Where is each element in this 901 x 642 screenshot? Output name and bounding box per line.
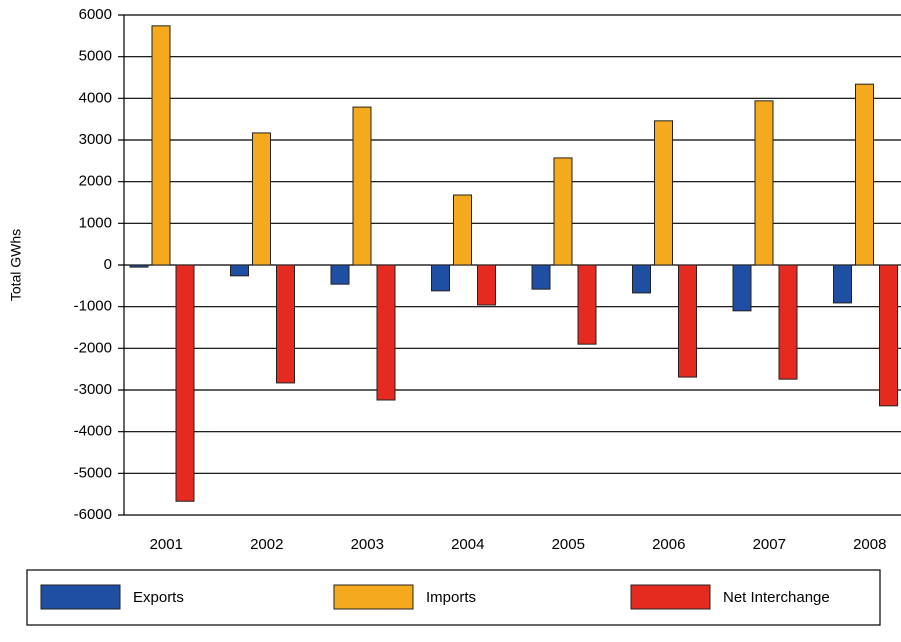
bar: [732, 264, 752, 312]
bar: [453, 194, 472, 266]
x-tick-label: 2001: [150, 536, 183, 553]
legend-label: Exports: [133, 589, 184, 606]
y-tick-label: -2000: [74, 339, 112, 356]
bar: [632, 264, 651, 294]
bar: [376, 264, 396, 401]
bar: [754, 100, 774, 266]
bar: [477, 264, 496, 306]
bar: [352, 106, 372, 266]
y-tick-label: -5000: [74, 464, 112, 481]
bar: [577, 264, 597, 345]
y-tick-label: -3000: [74, 381, 112, 398]
x-tick-label: 2006: [652, 536, 685, 553]
y-tick-label: 1000: [79, 214, 112, 231]
bar: [129, 264, 149, 268]
x-tick-label: 2005: [552, 536, 585, 553]
legend-label: Imports: [426, 589, 476, 606]
legend-swatch: [333, 584, 414, 610]
y-tick-label: 5000: [79, 48, 112, 65]
legend-swatch: [630, 584, 711, 610]
bar: [230, 264, 249, 277]
y-tick-label: -6000: [74, 506, 112, 523]
bar: [431, 264, 450, 292]
bar: [833, 264, 852, 304]
bar: [553, 157, 573, 266]
bar: [654, 120, 673, 266]
x-tick-label: 2007: [753, 536, 786, 553]
x-tick-label: 2008: [853, 536, 886, 553]
bar: [531, 264, 551, 290]
bar: [678, 264, 697, 378]
y-tick-label: 6000: [79, 6, 112, 23]
y-tick-label: 0: [104, 256, 112, 273]
x-tick-label: 2004: [451, 536, 484, 553]
y-axis-label: Total GWhs: [8, 229, 24, 301]
legend-swatch: [40, 584, 121, 610]
x-tick-label: 2002: [250, 536, 283, 553]
y-tick-label: -1000: [74, 298, 112, 315]
bar: [151, 25, 171, 266]
y-tick-label: -4000: [74, 423, 112, 440]
bar: [252, 132, 271, 266]
legend-box: [26, 569, 881, 626]
x-tick-label: 2003: [351, 536, 384, 553]
bar: [855, 83, 874, 266]
legend-label: Net Interchange: [723, 589, 830, 606]
y-tick-label: 4000: [79, 89, 112, 106]
y-tick-label: 2000: [79, 173, 112, 190]
bar: [175, 264, 195, 502]
y-tick-label: 3000: [79, 131, 112, 148]
bar: [879, 264, 898, 407]
bar: [330, 264, 350, 285]
bar: [778, 264, 798, 380]
bar: [276, 264, 295, 384]
